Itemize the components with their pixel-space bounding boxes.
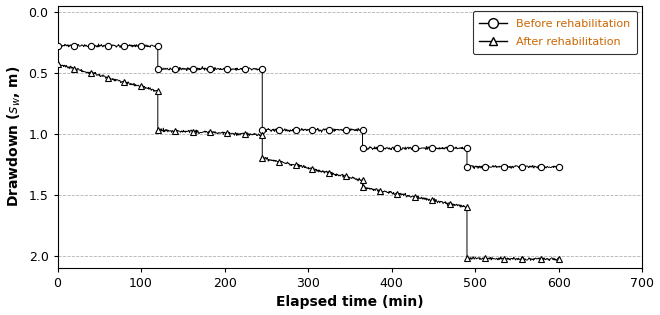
Y-axis label: Drawdown ($s_w$, m): Drawdown ($s_w$, m) — [5, 66, 23, 207]
X-axis label: Elapsed time (min): Elapsed time (min) — [276, 295, 424, 309]
Legend: Before rehabilitation, After rehabilitation: Before rehabilitation, After rehabilitat… — [473, 11, 637, 54]
